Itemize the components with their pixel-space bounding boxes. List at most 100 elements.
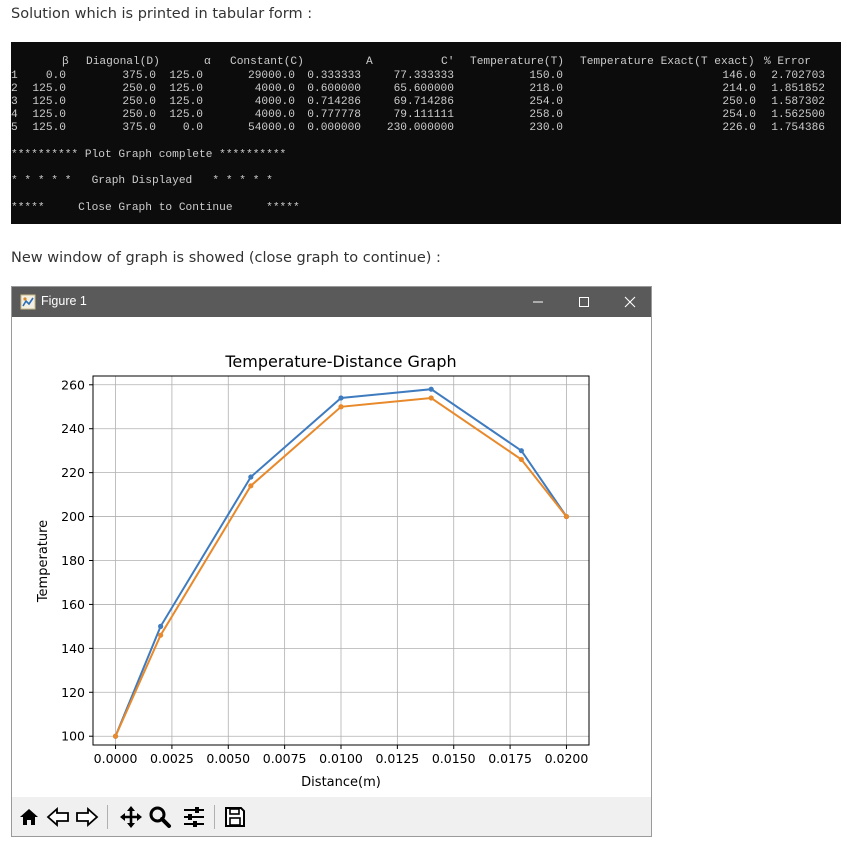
- forward-button[interactable]: [74, 804, 100, 830]
- series-2-point: [563, 513, 570, 520]
- x-tick-label: 0.0125: [375, 751, 419, 766]
- console-cell: 65.600000: [393, 83, 454, 95]
- y-tick-label: 180: [61, 553, 85, 568]
- window-title: Figure 1: [41, 294, 87, 308]
- console-row-index: 5: [11, 122, 18, 134]
- caption-tabular: Solution which is printed in tabular for…: [11, 6, 313, 22]
- plot-area: Temperature-Distance Graph 0.0000 0.0025 0…: [12, 317, 651, 797]
- console-cell: 1.754386: [771, 122, 825, 134]
- series-1-point: [248, 474, 254, 480]
- y-tick-label: 260: [61, 377, 85, 392]
- x-tick-label: 0.0050: [206, 751, 250, 766]
- pan-button[interactable]: [118, 804, 144, 830]
- y-tick-label: 200: [61, 509, 85, 524]
- maximize-icon: [579, 297, 589, 307]
- y-tick-label: 140: [61, 641, 85, 656]
- home-icon: [20, 809, 38, 825]
- console-cell: 79.111111: [393, 109, 454, 121]
- y-axis-label: Temperature: [36, 520, 51, 603]
- console-cell: 4000.0: [254, 109, 295, 121]
- console-cell: 218.0: [529, 83, 563, 95]
- console-cell: 4000.0: [254, 96, 295, 108]
- console-cell: 125.0: [32, 96, 66, 108]
- console-cell: 146.0: [722, 70, 756, 82]
- figure-window: Figure 1 Temperature-Distance Graph 0.00…: [11, 286, 652, 837]
- console-cell: 0.600000: [307, 83, 361, 95]
- x-tick-label: 0.0100: [319, 751, 363, 766]
- console-row-index: 4: [11, 109, 18, 121]
- console-cell: 214.0: [722, 83, 756, 95]
- figure-toolbar: [12, 797, 651, 836]
- back-icon: [46, 806, 69, 828]
- console-row-index: 2: [11, 83, 18, 95]
- y-tick-label: 100: [61, 729, 85, 744]
- chart-title: Temperature-Distance Graph: [224, 352, 456, 371]
- y-tick-label: 160: [61, 597, 85, 612]
- console-cell: 0.714286: [307, 96, 361, 108]
- console-cell: 29000.0: [248, 70, 295, 82]
- series-1-point: [338, 395, 344, 401]
- zoom-icon: [149, 806, 171, 828]
- console-message: ***** Close Graph to Continue *****: [11, 202, 300, 214]
- console-cell: 1.851852: [771, 83, 825, 95]
- maximize-button[interactable]: [561, 287, 607, 317]
- forward-icon: [76, 806, 99, 828]
- toolbar-separator: [107, 805, 108, 829]
- console-cell: 375.0: [122, 70, 156, 82]
- console-cell: 0.000000: [307, 122, 361, 134]
- x-tick-label: 0.0200: [545, 751, 589, 766]
- console-cell: 250.0: [122, 109, 156, 121]
- series-2-point: [158, 632, 164, 638]
- x-tick-label: 0.0025: [150, 751, 194, 766]
- series-2-point: [428, 395, 434, 401]
- series-1-point: [518, 448, 524, 454]
- console-cell: 250.0: [722, 96, 756, 108]
- console-cell: 54000.0: [248, 122, 295, 134]
- series-1-point: [428, 386, 434, 392]
- axes-frame: [92, 375, 590, 746]
- console-cell: 230.000000: [386, 122, 454, 134]
- col-header-temperature: Temperature(T): [470, 56, 564, 68]
- console-message: ********** Plot Graph complete *********…: [11, 149, 287, 161]
- console-cell: 125.0: [169, 96, 203, 108]
- y-tick-label: 220: [61, 465, 85, 480]
- x-tick-label: 0.0000: [94, 751, 138, 766]
- series-2-point: [338, 404, 344, 410]
- window-titlebar[interactable]: Figure 1: [12, 287, 651, 317]
- console-cell: 230.0: [529, 122, 563, 134]
- minimize-button[interactable]: [515, 287, 561, 317]
- console-cell: 125.0: [32, 83, 66, 95]
- col-header-temperature-exact: Temperature Exact(T exact): [580, 56, 755, 68]
- console-message: * * * * * Graph Displayed * * * * *: [11, 175, 273, 187]
- close-icon: [624, 296, 636, 308]
- console-cell: 1.562500: [771, 109, 825, 121]
- console-cell: 254.0: [722, 109, 756, 121]
- col-header-alpha: α: [204, 56, 211, 68]
- zoom-button[interactable]: [147, 804, 173, 830]
- configure-subplots-icon: [184, 807, 204, 827]
- col-header-beta: β: [62, 56, 69, 68]
- console-cell: 1.587302: [771, 96, 825, 108]
- console-cell: 258.0: [529, 109, 563, 121]
- series-2-point: [112, 733, 119, 739]
- save-button[interactable]: [222, 804, 248, 830]
- x-tick-label: 0.0150: [432, 751, 476, 766]
- home-button[interactable]: [16, 804, 42, 830]
- console-cell: 2.702703: [771, 70, 825, 82]
- console-cell: 0.333333: [307, 70, 361, 82]
- configure-subplots-button[interactable]: [181, 804, 207, 830]
- back-button[interactable]: [45, 804, 71, 830]
- close-button[interactable]: [607, 287, 653, 317]
- y-tick-label: 240: [61, 421, 85, 436]
- console-cell: 250.0: [122, 96, 156, 108]
- pan-icon: [120, 806, 142, 828]
- console-row-index: 1: [11, 70, 18, 82]
- console-cell: 375.0: [122, 122, 156, 134]
- col-header-c-prime: C': [441, 56, 455, 68]
- col-header-error: % Error: [764, 56, 811, 68]
- temperature-distance-chart[interactable]: Temperature-Distance Graph 0.0000 0.0025 0…: [12, 317, 651, 797]
- series-2-point: [248, 483, 254, 489]
- console-output: β Diagonal(D) α Constant(C) A C' Tempera…: [11, 42, 841, 224]
- console-cell: 150.0: [529, 70, 563, 82]
- series-1-point: [158, 623, 164, 629]
